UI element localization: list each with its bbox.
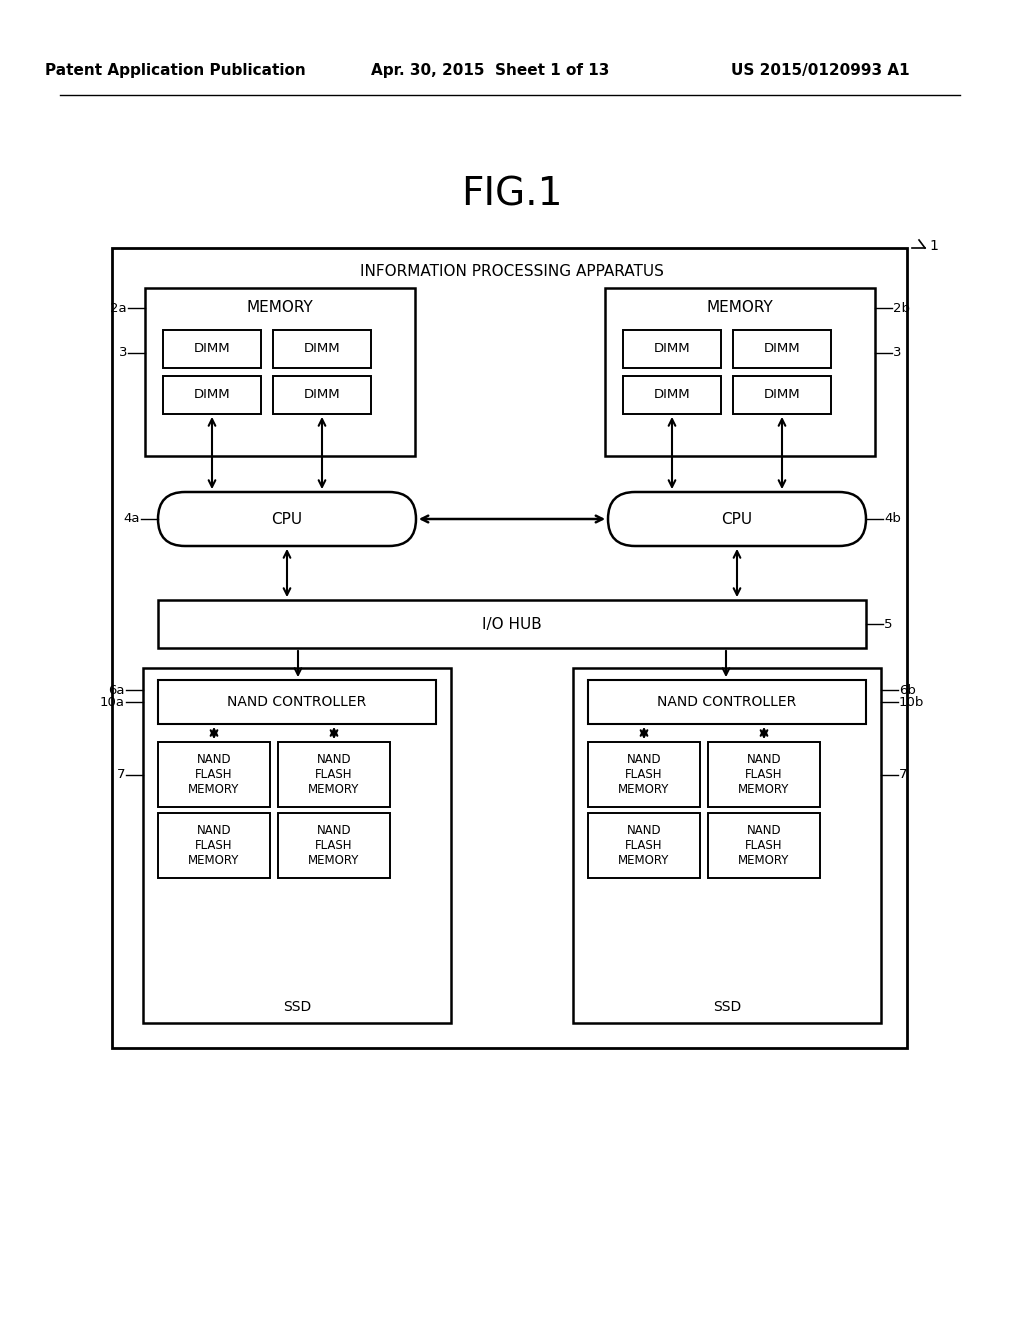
- Text: NAND CONTROLLER: NAND CONTROLLER: [227, 696, 367, 709]
- Text: NAND
FLASH
MEMORY: NAND FLASH MEMORY: [308, 752, 359, 796]
- Bar: [588, 813, 700, 878]
- Text: NAND
FLASH
MEMORY: NAND FLASH MEMORY: [738, 824, 790, 867]
- Text: INFORMATION PROCESSING APPARATUS: INFORMATION PROCESSING APPARATUS: [360, 264, 664, 280]
- Bar: [623, 376, 721, 414]
- Bar: [273, 376, 371, 414]
- Text: 6b: 6b: [899, 684, 915, 697]
- FancyBboxPatch shape: [158, 492, 416, 546]
- Text: DIMM: DIMM: [194, 388, 230, 401]
- Bar: [623, 330, 721, 368]
- Bar: [158, 813, 270, 878]
- Text: DIMM: DIMM: [304, 388, 340, 401]
- Bar: [158, 742, 270, 807]
- Bar: [588, 742, 700, 807]
- Text: 4b: 4b: [884, 512, 901, 525]
- Bar: [163, 330, 261, 368]
- Bar: [158, 680, 436, 723]
- Text: NAND
FLASH
MEMORY: NAND FLASH MEMORY: [738, 752, 790, 796]
- Bar: [708, 742, 820, 807]
- Text: NAND CONTROLLER: NAND CONTROLLER: [657, 696, 797, 709]
- Bar: [605, 288, 874, 455]
- Text: NAND
FLASH
MEMORY: NAND FLASH MEMORY: [618, 752, 670, 796]
- Text: FIG.1: FIG.1: [461, 176, 563, 214]
- Bar: [143, 668, 451, 1023]
- Text: NAND
FLASH
MEMORY: NAND FLASH MEMORY: [188, 824, 240, 867]
- Bar: [163, 376, 261, 414]
- Text: 10a: 10a: [100, 696, 125, 709]
- Text: 4a: 4a: [124, 512, 140, 525]
- Text: DIMM: DIMM: [764, 342, 801, 355]
- Bar: [733, 376, 831, 414]
- Text: Patent Application Publication: Patent Application Publication: [45, 62, 305, 78]
- Bar: [588, 680, 866, 723]
- Text: MEMORY: MEMORY: [707, 301, 773, 315]
- Text: 7: 7: [899, 768, 907, 781]
- Bar: [573, 668, 881, 1023]
- Text: 2b: 2b: [893, 301, 910, 314]
- Text: 5: 5: [884, 618, 893, 631]
- Bar: [273, 330, 371, 368]
- Text: 3: 3: [893, 346, 901, 359]
- Text: 7: 7: [117, 768, 125, 781]
- Text: 2a: 2a: [111, 301, 127, 314]
- Text: I/O HUB: I/O HUB: [482, 616, 542, 631]
- Text: DIMM: DIMM: [304, 342, 340, 355]
- Text: 10b: 10b: [899, 696, 925, 709]
- Text: NAND
FLASH
MEMORY: NAND FLASH MEMORY: [308, 824, 359, 867]
- Text: 1: 1: [929, 239, 938, 253]
- Text: DIMM: DIMM: [653, 342, 690, 355]
- Text: CPU: CPU: [722, 511, 753, 527]
- Bar: [158, 601, 866, 648]
- Bar: [278, 742, 390, 807]
- Text: US 2015/0120993 A1: US 2015/0120993 A1: [731, 62, 909, 78]
- Text: 6a: 6a: [109, 684, 125, 697]
- FancyBboxPatch shape: [608, 492, 866, 546]
- Text: 3: 3: [119, 346, 127, 359]
- Text: CPU: CPU: [271, 511, 302, 527]
- Text: SSD: SSD: [283, 1001, 311, 1014]
- Text: NAND
FLASH
MEMORY: NAND FLASH MEMORY: [618, 824, 670, 867]
- Bar: [145, 288, 415, 455]
- Text: SSD: SSD: [713, 1001, 741, 1014]
- Text: MEMORY: MEMORY: [247, 301, 313, 315]
- Bar: [278, 813, 390, 878]
- Text: DIMM: DIMM: [764, 388, 801, 401]
- Text: Apr. 30, 2015  Sheet 1 of 13: Apr. 30, 2015 Sheet 1 of 13: [371, 62, 609, 78]
- Bar: [708, 813, 820, 878]
- Text: DIMM: DIMM: [194, 342, 230, 355]
- Bar: [733, 330, 831, 368]
- Text: NAND
FLASH
MEMORY: NAND FLASH MEMORY: [188, 752, 240, 796]
- Bar: [112, 248, 907, 1048]
- Text: DIMM: DIMM: [653, 388, 690, 401]
